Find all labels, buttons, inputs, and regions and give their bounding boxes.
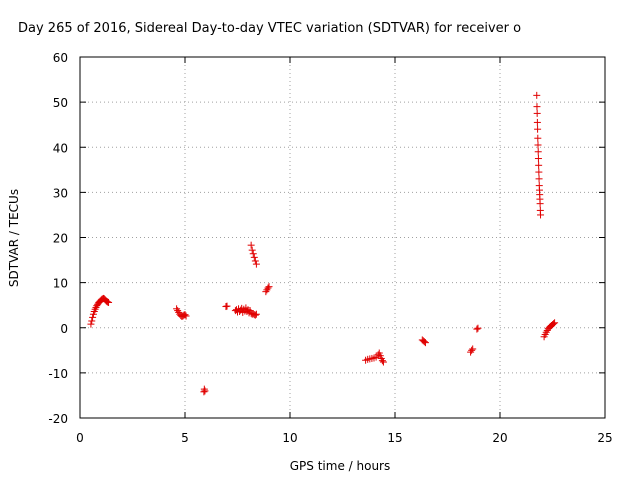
- y-tick-label: 30: [53, 186, 68, 200]
- x-axis-label: GPS time / hours: [290, 459, 391, 473]
- data-point: [223, 302, 231, 310]
- x-tick-label: 20: [492, 431, 507, 445]
- data-point: [534, 134, 542, 142]
- data-point: [262, 288, 270, 296]
- data-point: [534, 141, 542, 149]
- data-point: [200, 385, 208, 393]
- data-points: [87, 91, 559, 396]
- x-tick-label: 10: [282, 431, 297, 445]
- x-tick-label: 0: [76, 431, 84, 445]
- y-tick-label: 60: [53, 51, 68, 65]
- chart-title: Day 265 of 2016, Sidereal Day-to-day VTE…: [18, 21, 521, 36]
- data-point: [252, 260, 260, 268]
- data-point: [249, 250, 257, 258]
- data-point: [533, 109, 541, 117]
- data-point: [420, 338, 428, 346]
- data-point: [378, 357, 386, 365]
- data-point: [248, 246, 256, 254]
- data-point: [534, 148, 542, 156]
- data-point: [182, 312, 190, 320]
- data-point: [551, 319, 559, 327]
- data-point: [421, 339, 429, 347]
- data-point: [174, 307, 182, 315]
- x-tick-label: 25: [597, 431, 612, 445]
- data-point: [533, 118, 541, 126]
- data-point: [536, 200, 544, 208]
- data-point: [181, 311, 189, 319]
- data-point: [252, 310, 260, 318]
- data-point: [550, 320, 558, 328]
- y-tick-label: 40: [53, 141, 68, 155]
- x-tick-labels: 0 5 10 15 20 25: [76, 431, 612, 445]
- data-point: [247, 241, 255, 249]
- data-point: [379, 358, 387, 366]
- y-tick-label: -10: [48, 367, 68, 381]
- data-point: [201, 387, 209, 395]
- data-point: [535, 168, 543, 176]
- data-point: [534, 125, 542, 133]
- data-point: [535, 161, 543, 169]
- data-point: [469, 345, 477, 353]
- data-point: [533, 103, 541, 111]
- y-tick-label: 0: [60, 322, 68, 336]
- y-tick-label: -20: [48, 412, 68, 426]
- data-point: [468, 346, 476, 354]
- data-point: [474, 324, 482, 332]
- data-point: [87, 320, 95, 328]
- data-point: [534, 155, 542, 163]
- data-point: [533, 91, 541, 99]
- data-point: [264, 284, 272, 292]
- data-point: [105, 298, 113, 306]
- data-point: [91, 305, 99, 313]
- data-point: [542, 328, 550, 336]
- axis-ticks: [79, 56, 606, 419]
- data-point: [251, 257, 259, 265]
- data-point: [250, 253, 258, 261]
- y-tick-labels: -20 -10 0 10 20 30 40 50 60: [48, 51, 68, 426]
- grid-lines: [80, 57, 605, 418]
- data-point: [535, 175, 543, 183]
- data-point: [92, 303, 100, 311]
- y-tick-label: 10: [53, 277, 68, 291]
- y-tick-label: 50: [53, 96, 68, 110]
- y-axis-label: SDTVAR / TECUs: [7, 189, 21, 287]
- data-point: [88, 317, 96, 325]
- data-point: [89, 313, 97, 321]
- data-point: [473, 325, 481, 333]
- data-point: [251, 311, 259, 319]
- x-tick-label: 15: [387, 431, 402, 445]
- x-tick-label: 5: [181, 431, 189, 445]
- data-point: [265, 283, 273, 291]
- data-point: [537, 211, 545, 219]
- y-tick-label: 20: [53, 232, 68, 246]
- data-point: [173, 305, 181, 313]
- plot-frame: [79, 56, 606, 419]
